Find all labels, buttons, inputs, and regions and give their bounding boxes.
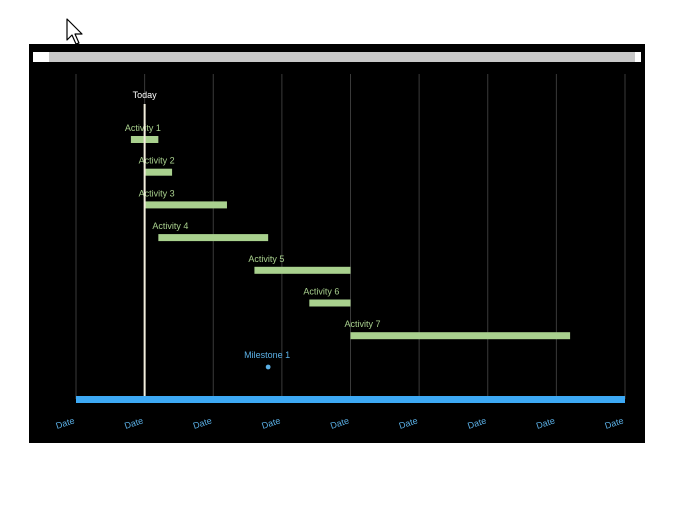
x-tick-label: Date [604,416,625,431]
activity-bar [158,234,269,242]
activity-bar [144,168,173,176]
x-tick-label: Date [192,416,213,431]
timeline-bar [76,396,625,403]
activity-label: Activity 1 [125,123,161,133]
gantt-chart: Activity 1 Activity 2 Activity 3 Activity 4… [29,44,645,443]
activity-bar [309,299,351,307]
activity-label: Activity 7 [345,319,381,329]
activity-bar [144,201,227,209]
milestone-label: Milestone 1 [244,350,290,360]
activity-label: Activity 4 [152,221,188,231]
x-tick-label: Date [329,416,350,431]
mouse-cursor-icon [66,18,83,45]
x-tick-label: Date [55,416,76,431]
activity-label: Activity 6 [303,287,339,297]
x-tick-label: Date [466,416,487,431]
activity-bar [350,332,571,340]
activity-label: Activity 2 [139,156,175,166]
milestone-marker [265,364,271,370]
activity-bar [254,266,351,274]
today-label: Today [133,90,158,100]
x-tick-label: Date [260,416,281,431]
header-bar [49,52,635,62]
activity-label: Activity 5 [248,254,284,264]
gantt-chart-svg: Activity 1 Activity 2 Activity 3 Activity 4… [33,52,641,431]
x-tick-label: Date [123,416,144,431]
activity-label: Activity 3 [139,188,175,198]
x-tick-label: Date [398,416,419,431]
x-tick-label: Date [535,416,556,431]
